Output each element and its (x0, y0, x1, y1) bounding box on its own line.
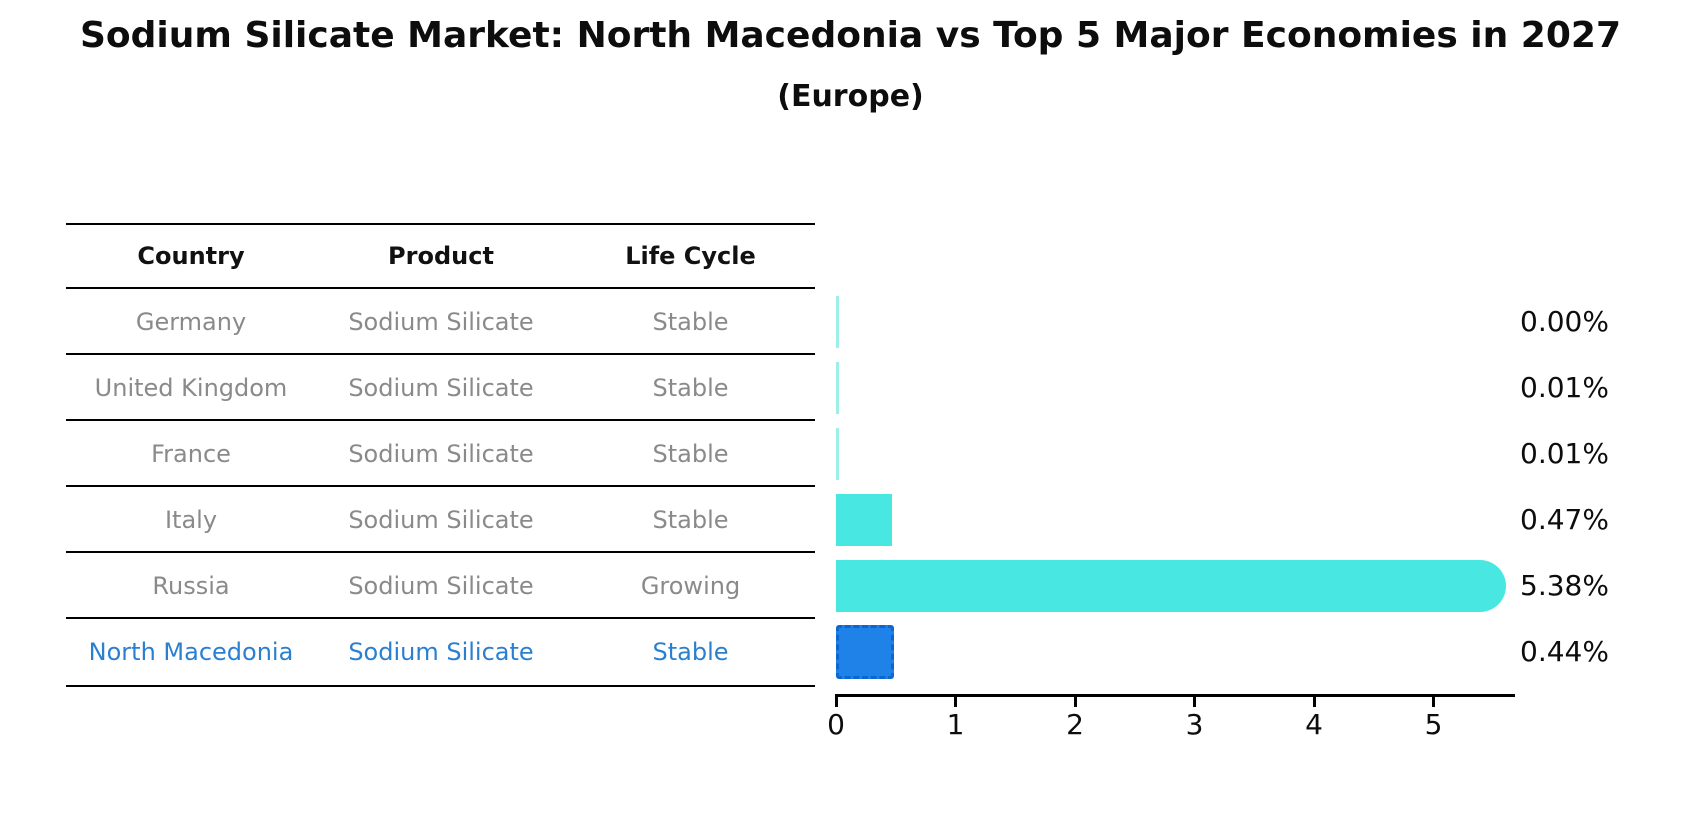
cell-product: Sodium Silicate (348, 572, 534, 600)
cell-product: Sodium Silicate (348, 308, 534, 336)
x-axis-line (835, 694, 1516, 697)
value-label-italy: 0.47% (1520, 503, 1609, 536)
column-header-life-cycle: Life Cycle (625, 242, 756, 270)
value-label-russia: 5.38% (1520, 569, 1609, 602)
cell-life-cycle: Stable (652, 374, 729, 402)
table-line (66, 419, 815, 421)
x-axis-tick (1312, 697, 1316, 707)
cell-country: Germany (135, 308, 247, 336)
chart-subtitle: (Europe) (777, 79, 924, 114)
bar-germany (836, 296, 839, 348)
bar-united-kingdom (836, 362, 839, 414)
table-line (66, 223, 815, 225)
table-line (66, 485, 815, 487)
table-line (66, 551, 815, 553)
table-line (66, 617, 815, 619)
value-label-france: 0.01% (1520, 437, 1609, 470)
cell-country: France (151, 440, 231, 468)
value-label-north-macedonia: 0.44% (1520, 635, 1609, 668)
cell-product: Sodium Silicate (348, 374, 534, 402)
table-header-row: Country Product Life Cycle (66, 223, 815, 289)
cell-life-cycle: Stable (652, 440, 729, 468)
x-axis-tick (1193, 697, 1196, 707)
x-axis-tick (1432, 697, 1435, 707)
column-header-product: Product (388, 242, 494, 270)
x-axis-tick-label: 3 (1185, 708, 1204, 741)
cell-product: Sodium Silicate (348, 506, 534, 534)
table-line (66, 353, 815, 355)
cell-life-cycle: Stable (652, 638, 729, 666)
x-axis-tick (1073, 697, 1077, 707)
x-axis-tick-label: 0 (827, 708, 845, 741)
x-axis-tick (834, 697, 838, 707)
x-axis-tick-label: 4 (1305, 708, 1323, 741)
cell-life-cycle: Growing (640, 572, 741, 600)
cell-country: Italy (164, 506, 218, 534)
table-row-north-macedonia: North Macedonia Sodium Silicate Stable (66, 619, 815, 685)
cell-product: Sodium Silicate (348, 440, 534, 468)
value-label-united-kingdom: 0.01% (1520, 371, 1609, 404)
x-axis-tick-label: 5 (1424, 708, 1443, 741)
table-row-france: France Sodium Silicate Stable (66, 421, 815, 487)
x-axis-tick-label: 2 (1066, 708, 1084, 741)
column-header-country: Country (137, 242, 245, 270)
table-row-germany: Germany Sodium Silicate Stable (66, 289, 815, 355)
cell-product: Sodium Silicate (348, 638, 534, 666)
cell-life-cycle: Stable (652, 506, 729, 534)
table-row-united-kingdom: United Kingdom Sodium Silicate Stable (66, 355, 815, 421)
x-axis-tick-label: 1 (946, 708, 965, 741)
chart-title: Sodium Silicate Market: North Macedonia … (80, 15, 1621, 56)
table-line (66, 685, 815, 687)
bar-russia (836, 560, 1506, 612)
cell-country: Russia (152, 572, 230, 600)
x-axis-tick (954, 697, 957, 707)
value-label-germany: 0.00% (1520, 305, 1609, 338)
cell-country: North Macedonia (88, 638, 294, 666)
comparison-table: Country Product Life Cycle Germany Sodiu… (66, 223, 815, 687)
table-line (66, 287, 815, 289)
table-row-italy: Italy Sodium Silicate Stable (66, 487, 815, 553)
table-row-russia: Russia Sodium Silicate Growing (66, 553, 815, 619)
cell-life-cycle: Stable (652, 308, 729, 336)
bar-north-macedonia (836, 625, 894, 679)
bar-italy (836, 494, 893, 546)
cell-country: United Kingdom (94, 374, 288, 402)
bar-france (836, 428, 839, 480)
